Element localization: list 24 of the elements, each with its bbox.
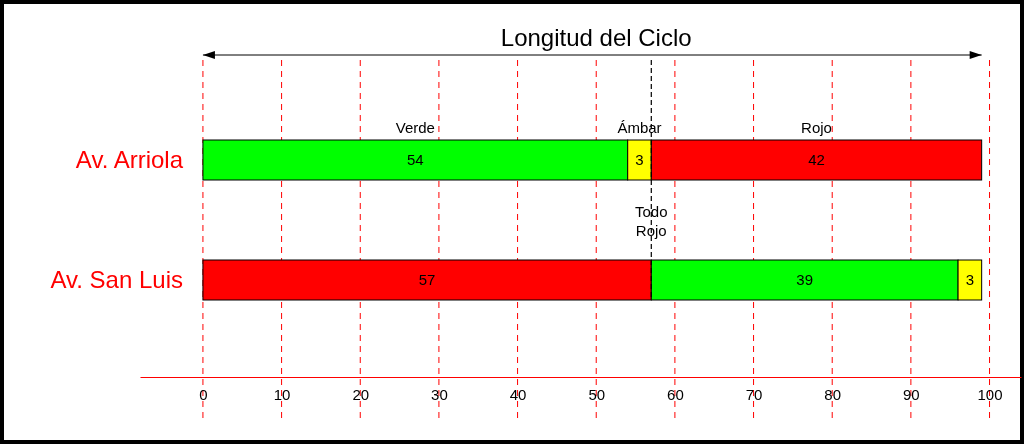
x-tick-label: 90 (903, 385, 920, 403)
data-label: 39 (796, 271, 814, 288)
data-label: 3 (965, 271, 975, 288)
annotation: Rojo (801, 119, 832, 136)
x-tick-label: 80 (824, 385, 842, 403)
annotation: Verde (395, 119, 435, 136)
x-tick-label: 40 (509, 385, 527, 403)
chart-title: Longitud del Ciclo (500, 24, 692, 51)
x-tick-label: 100 (977, 385, 1003, 403)
data-label: 42 (808, 151, 825, 168)
ref-line-label: Todo Rojo (635, 203, 668, 239)
y-tick-label: Av. Arriola (75, 146, 184, 173)
x-tick-label: 10 (273, 385, 291, 403)
data-label: 54 (406, 151, 424, 168)
data-label: 57 (418, 271, 436, 288)
x-tick-label: 70 (745, 385, 763, 403)
x-tick-label: 20 (352, 385, 370, 403)
x-tick-label: 60 (667, 385, 684, 403)
x-tick-label: 30 (431, 385, 448, 403)
annotation: Ámbar (617, 119, 662, 136)
x-tick-label: 50 (588, 385, 606, 403)
data-label: 3 (635, 151, 644, 168)
y-tick-label: Av. San Luis (50, 266, 183, 293)
x-tick-label: 0 (199, 385, 208, 403)
